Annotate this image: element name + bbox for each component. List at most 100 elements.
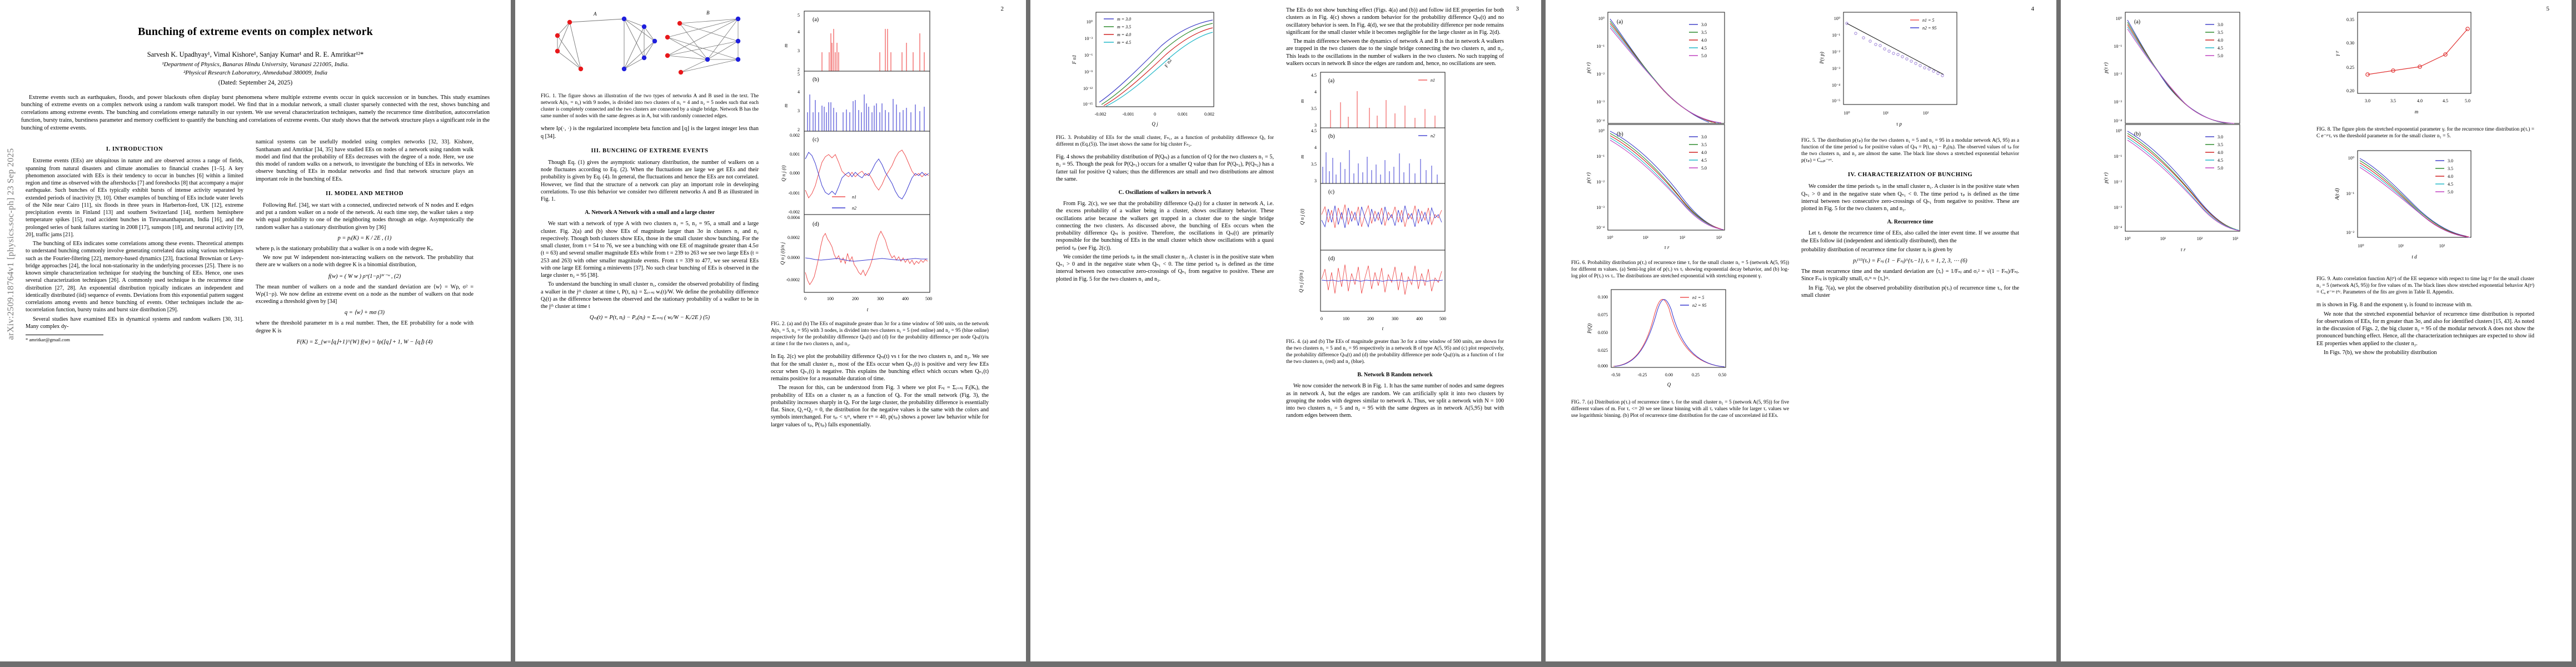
svg-text:n1 = 5: n1 = 5 [1692, 295, 1704, 300]
svg-text:4: 4 [798, 89, 800, 94]
svg-text:10¹: 10¹ [1643, 235, 1649, 240]
x-axis-fig5: 10⁰ 10¹ 10² τ p [1843, 111, 1929, 127]
svg-text:F n1: F n1 [1072, 55, 1077, 65]
subsection-heading-recurrence: A. Recurrence time [1887, 219, 1934, 226]
svg-text:-0.001: -0.001 [788, 191, 800, 196]
figure-5-label: FIG. 5. [1801, 138, 1816, 143]
svg-text:10⁻¹: 10⁻¹ [2114, 154, 2122, 159]
svg-text:3.0: 3.0 [2365, 98, 2370, 103]
section-heading-bunching: III. BUNCHING OF EXTREME EVENTS [591, 147, 709, 154]
figure-6-plot-b: (a) 10⁰ 10⁻¹ 10⁻² 10⁻³ 10⁻⁴ p(τ r) [2103, 12, 2240, 252]
svg-text:0.0000: 0.0000 [788, 255, 800, 260]
svg-text:(a): (a) [1617, 19, 1623, 25]
figure-8-label: FIG. 8. [2316, 127, 2331, 132]
page-1[interactable]: arXiv:2509.18764v1 [physics.soc-ph] 23 S… [0, 0, 511, 661]
svg-text:-0.25: -0.25 [1638, 372, 1647, 377]
subsection-heading-a: A. Network A Network with a small and a … [585, 210, 715, 216]
svg-text:t: t [1382, 326, 1384, 331]
svg-text:10⁰: 10⁰ [2348, 156, 2354, 161]
panel-b: (b) 10⁰ 10⁻¹ 10⁻² 10⁻³ 10⁻⁴ p(τ r) [1586, 124, 1725, 250]
figure-4-plot: (a) 4.5 4 3.5 3 m [1298, 72, 1446, 331]
page-4[interactable]: 4 (a) 10⁰ 10⁻¹ 10⁻² 10⁻³ 10⁻⁴ p( [1546, 0, 2056, 661]
svg-text:3.5: 3.5 [2448, 166, 2453, 171]
svg-text:10⁰: 10⁰ [1607, 235, 1613, 240]
svg-text:4.5: 4.5 [2218, 158, 2223, 163]
svg-text:m: m [783, 103, 789, 107]
figure-3: 10⁰ 10⁻³ 10⁻⁶ 10⁻⁹ 10⁻¹² 10⁻¹⁵ F n1 m = … [1056, 7, 1274, 148]
figure-3-plot: 10⁰ 10⁻³ 10⁻⁶ 10⁻⁹ 10⁻¹² 10⁻¹⁵ F n1 m = … [1072, 12, 1214, 127]
panel-b: (b) 10⁰ 10⁻¹ 10⁻² 10⁻³ 10⁻⁴ p(τ r) [2103, 124, 2240, 252]
svg-text:τ r: τ r [2181, 247, 2186, 252]
svg-text:n2 = 95: n2 = 95 [1692, 303, 1706, 308]
title-block: Bunching of extreme events on complex ne… [0, 0, 511, 86]
section-heading-intro: I. INTRODUCTION [106, 146, 163, 153]
affiliation-2: ²Physical Research Laboratory, Ahmedabad… [183, 69, 328, 76]
svg-text:10⁻⁴: 10⁻⁴ [2114, 225, 2122, 230]
column-left: I. INTRODUCTION Extreme events (EEs) are… [26, 138, 243, 349]
svg-text:3.0: 3.0 [1701, 135, 1707, 140]
svg-text:400: 400 [902, 296, 909, 301]
svg-text:3.0: 3.0 [2218, 135, 2223, 140]
svg-text:10⁻³: 10⁻³ [1596, 99, 1605, 104]
svg-text:10⁻²: 10⁻² [2114, 72, 2122, 77]
svg-text:(b): (b) [1617, 131, 1623, 137]
label-network-b: B [706, 10, 710, 16]
svg-text:0.100: 0.100 [1598, 295, 1608, 300]
svg-text:5.0: 5.0 [2218, 53, 2223, 58]
page-5[interactable]: 5 (a) 10⁰ 10⁻¹ 10⁻² 10⁻³ 10⁻⁴ p( [2061, 0, 2572, 661]
svg-text:0.000: 0.000 [1598, 364, 1608, 369]
svg-text:100: 100 [1343, 316, 1349, 321]
affiliation-1: ¹Department of Physics, Banaras Hindu Un… [162, 61, 349, 68]
svg-text:10⁻³: 10⁻³ [2114, 205, 2122, 210]
svg-text:10⁻⁴: 10⁻⁴ [2114, 118, 2122, 123]
equation-1: p = pᵢ(K) = K / 2E , (1) [337, 235, 392, 241]
figure-9-caption-text: Auto correlation function A(tᵈ) of the E… [2316, 276, 2535, 296]
svg-text:10⁻⁶: 10⁻⁶ [1084, 53, 1093, 58]
legend-m35: m = 3.5 [1117, 24, 1131, 29]
svg-text:10⁻¹⁵: 10⁻¹⁵ [1083, 102, 1093, 107]
figure-7-label: FIG. 7. [1571, 400, 1586, 406]
cluster-a-nodes [555, 19, 584, 72]
page-number: 3 [1516, 6, 1519, 12]
paragraph: The bunching of EEs indicates some corre… [26, 241, 243, 313]
x-axis-fig4: 0 100 200 300 400 500 t [1321, 316, 1446, 331]
paragraph: We now consider the network B in Fig. 1.… [1286, 383, 1504, 419]
svg-text:3: 3 [798, 108, 800, 113]
panel-a: (a) 10⁰ 10⁻¹ 10⁻² 10⁻³ 10⁻⁴ p(τ r) [1586, 12, 1725, 124]
column-left: 10⁰ 10⁻³ 10⁻⁶ 10⁻⁹ 10⁻¹² 10⁻¹⁵ F n1 m = … [1056, 7, 1274, 421]
svg-text:p(τ r): p(τ r) [1586, 172, 1591, 183]
page-3[interactable]: 3 10⁰ 10⁻³ 10⁻⁶ 10⁻⁹ 10⁻¹² 10⁻¹⁵ F n1 [1030, 0, 1541, 661]
svg-text:10⁻⁵: 10⁻⁵ [1832, 98, 1840, 103]
equation-4: F(K) = Σ_{w=⌊q⌋+1}^{W} f(w) = Iρ(⌊q⌋ + 1… [296, 339, 433, 345]
paragraph: Fig. 4 shows the probability distributio… [1056, 154, 1274, 182]
svg-text:4.5: 4.5 [2218, 46, 2223, 51]
svg-text:Q n j (t)/n j: Q n j (t)/n j [1298, 270, 1304, 292]
svg-text:0.00: 0.00 [1665, 372, 1673, 377]
svg-text:Q n j (t)/n j: Q n j (t)/n j [780, 242, 785, 265]
svg-text:0.35: 0.35 [2346, 17, 2354, 22]
panel-c: (c) Q n j (t) [1299, 183, 1446, 251]
svg-text:10²: 10² [1680, 235, 1686, 240]
panel-b: (b) 4.5 4 3.5 3 m [1299, 127, 1446, 184]
svg-text:Q j: Q j [1152, 121, 1158, 127]
paragraph: Extreme events (EEs) are ubiquitous in n… [26, 158, 243, 238]
svg-text:0.000: 0.000 [790, 171, 800, 176]
column-left: (a) 10⁰ 10⁻¹ 10⁻² 10⁻³ 10⁻⁴ p(τ r) [2086, 7, 2304, 358]
svg-text:n2: n2 [1431, 133, 1435, 138]
svg-text:-0.002: -0.002 [788, 210, 800, 215]
legend-fig5: n1 = 5 n2 = 95 [1910, 18, 1936, 31]
svg-text:10³: 10³ [2233, 236, 2239, 241]
svg-text:3.0: 3.0 [2218, 22, 2223, 27]
figure-1-caption-text: The figure shows an illustration of the … [541, 93, 759, 120]
svg-text:10²: 10² [2439, 243, 2445, 248]
figure-6-page5: (a) 10⁰ 10⁻¹ 10⁻² 10⁻³ 10⁻⁴ p(τ r) [2086, 7, 2304, 262]
legend-fig2: n1 n2 [832, 195, 856, 211]
page-2[interactable]: 2 [515, 0, 1026, 661]
page-number: 5 [2546, 6, 2550, 12]
svg-text:p(τ r): p(τ r) [2103, 172, 2109, 183]
svg-text:3: 3 [1314, 178, 1317, 183]
label-network-a: A [593, 11, 597, 17]
svg-text:4: 4 [1314, 145, 1317, 150]
svg-text:0.50: 0.50 [1718, 372, 1726, 377]
